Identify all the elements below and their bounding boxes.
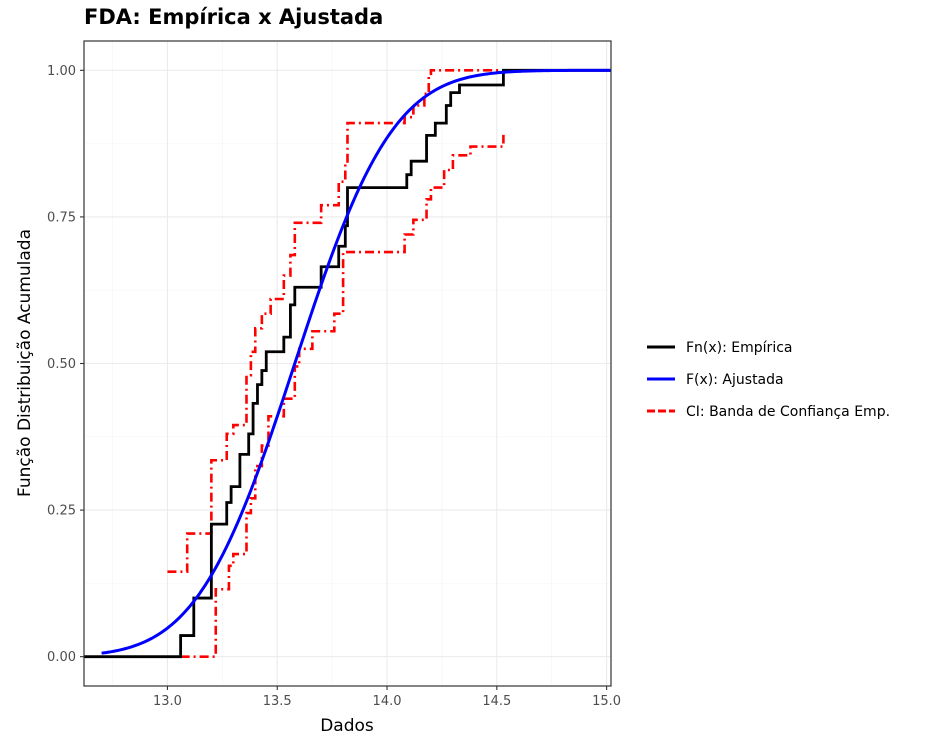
y-axis-label: Função Distribuição Acumulada <box>15 229 35 497</box>
x-tick-label: 13.0 <box>153 694 182 709</box>
fitted-cdf-line <box>101 68 611 655</box>
x-axis-label: Dados <box>320 716 374 736</box>
y-tick-label: 0.75 <box>47 210 76 225</box>
axes: 13.0 13.5 14.0 14.5 15.0 0.00 0.25 0.50 0.75 1.00 <box>47 64 621 709</box>
y-tick-label: 0.00 <box>47 650 76 665</box>
chart-title: FDA: Empírica x Ajustada <box>84 5 383 29</box>
ci-upper-line <box>167 69 504 573</box>
legend-label: Fn(x): Empírica <box>686 340 792 356</box>
y-tick-label: 0.50 <box>47 357 76 372</box>
legend-label: F(x): Ajustada <box>686 372 784 388</box>
x-tick-label: 14.5 <box>482 694 511 709</box>
x-tick-label: 14.0 <box>373 694 402 709</box>
legend: Fn(x): Empírica F(x): Ajustada CI: Banda d… <box>647 340 890 420</box>
y-tick-label: 1.00 <box>47 64 76 79</box>
series-layer <box>84 68 611 659</box>
x-tick-label: 15.0 <box>592 694 621 709</box>
y-tick-label: 0.25 <box>47 504 76 519</box>
empirical-cdf-line <box>84 68 611 659</box>
legend-label: CI: Banda de Confiança Emp. <box>686 404 890 420</box>
x-tick-label: 13.5 <box>263 694 292 709</box>
